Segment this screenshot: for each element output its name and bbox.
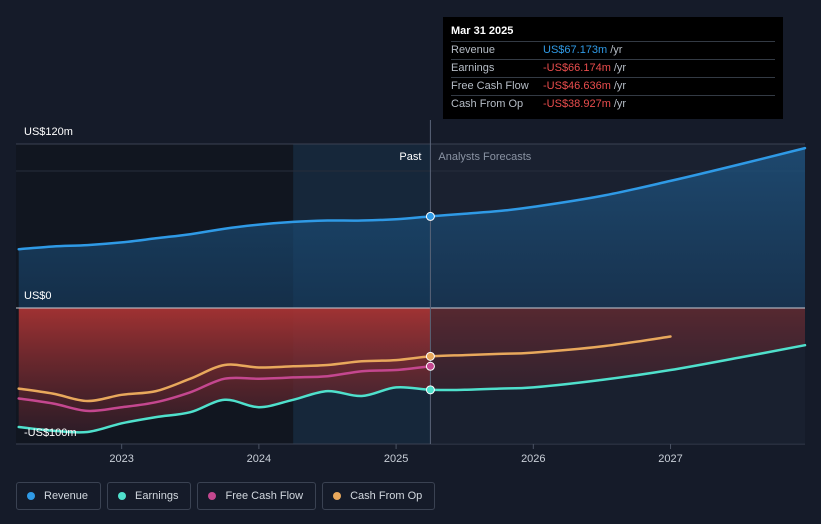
tooltip-unit: /yr	[610, 44, 623, 56]
free-cash-flow-line	[17, 365, 432, 413]
x-tick-label: 2027	[658, 453, 682, 465]
forecast-label: Analysts Forecasts	[438, 151, 531, 163]
tooltip-row: Cash From Op -US$38.927m/yr	[451, 95, 775, 113]
tooltip-unit: /yr	[613, 62, 627, 74]
cash-from-op-marker	[425, 351, 435, 361]
legend-label: Free Cash Flow	[225, 490, 304, 502]
tooltip-label: Cash From Op	[451, 98, 524, 110]
tooltip-row: Earnings -US$66.174m/yr	[451, 59, 775, 77]
y-tick-label: US$120m	[24, 126, 73, 138]
past-label: Past	[399, 151, 421, 163]
tooltip-label: Earnings	[451, 62, 495, 74]
tooltip-value: -US$66.174m	[543, 62, 611, 74]
x-tick-label: 2023	[109, 453, 133, 465]
y-tick-label: -US$100m	[24, 427, 77, 439]
chart: US$120m US$0 -US$100m 2023 2024 2025 2026 2027 P…	[16, 120, 807, 465]
legend-label: Cash From Op	[350, 490, 423, 502]
legend: Revenue Earnings Free Cash Flow Cash From O…	[16, 482, 436, 512]
label-layer: US$120m US$0 -US$100m 2023 2024 2025 2026 2027 P…	[24, 126, 683, 465]
tooltip-value: -US$38.927m	[543, 98, 611, 110]
tooltip-row: Revenue US$67.173m/yr	[451, 41, 775, 59]
tooltip: Mar 31 2025 Revenue US$67.173m/yr Earnings…	[443, 17, 783, 119]
legend-item-revenue[interactable]: Revenue	[16, 482, 102, 510]
tooltip-value: US$67.173m	[543, 44, 608, 56]
x-tick-label: 2024	[247, 453, 271, 465]
legend-dot-icon	[118, 492, 127, 500]
revenue-line	[17, 146, 807, 251]
earnings-line	[17, 343, 807, 434]
forecast-area-overlay	[430, 308, 805, 444]
area-layer	[16, 120, 805, 444]
legend-item-cash-from-op[interactable]: Cash From Op	[322, 482, 436, 510]
legend-item-earnings[interactable]: Earnings	[107, 482, 192, 510]
tooltip-value: -US$46.636m	[543, 80, 611, 92]
y-tick-label: US$0	[24, 290, 52, 302]
legend-dot-icon	[208, 492, 217, 500]
line-layer	[17, 146, 807, 434]
tooltip-label: Free Cash Flow	[451, 80, 529, 92]
free-cash-flow-marker	[425, 361, 435, 371]
x-tick-label: 2025	[384, 453, 408, 465]
x-tick-label: 2026	[521, 453, 545, 465]
tooltip-date: Mar 31 2025	[451, 25, 514, 37]
legend-label: Revenue	[44, 490, 89, 502]
tooltip-unit: /yr	[613, 80, 627, 92]
legend-dot-icon	[333, 492, 342, 500]
marker-layer	[425, 211, 435, 395]
revenue-area	[18, 148, 805, 308]
revenue-marker	[425, 211, 435, 221]
legend-dot-icon	[27, 492, 35, 500]
legend-item-free-cash-flow[interactable]: Free Cash Flow	[197, 482, 317, 510]
legend-label: Earnings	[135, 490, 179, 502]
tooltip-row: Free Cash Flow -US$46.636m/yr	[451, 77, 775, 95]
tooltip-unit: /yr	[613, 98, 627, 110]
tooltip-label: Revenue	[451, 44, 496, 56]
earnings-marker	[425, 385, 435, 395]
cash-from-op-line	[17, 335, 672, 403]
